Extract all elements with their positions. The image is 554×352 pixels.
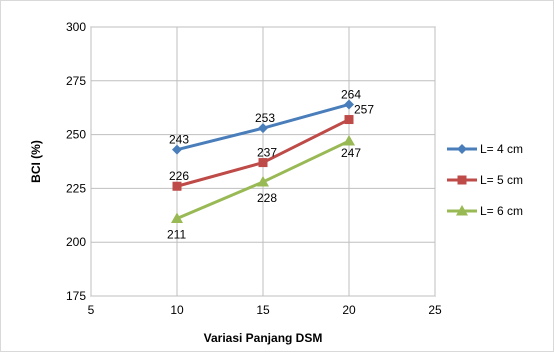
series-l-6-cm: [171, 135, 355, 224]
data-point-l-4-cm: [344, 99, 354, 110]
data-point-l-4-cm: [172, 144, 182, 155]
data-label: 211: [167, 228, 186, 242]
data-label: 247: [341, 146, 361, 160]
tick-labels: 175 200 225 250 275 300 5 10 15 20 25: [66, 20, 442, 317]
y-tick-label: 250: [66, 128, 86, 142]
y-axis-title: BCI (%): [29, 140, 43, 183]
data-label: 253: [255, 111, 275, 125]
y-tick-label: 200: [66, 235, 86, 249]
x-tick-label: 20: [342, 303, 356, 317]
x-axis-title: Variasi Panjang DSM: [204, 331, 323, 345]
y-tick-label: 225: [66, 181, 86, 195]
legend-item: L= 5 cm: [447, 173, 523, 187]
grid: [90, 26, 436, 297]
series-l-4-cm: [172, 99, 354, 155]
x-tick-label: 25: [428, 303, 442, 317]
data-point-l-6-cm: [343, 135, 355, 146]
y-tick-label: 275: [66, 74, 86, 88]
data-label: 243: [169, 133, 189, 147]
legend: L= 4 cm L= 5 cm L= 6 cm: [447, 142, 523, 218]
data-point-l-6-cm: [171, 212, 183, 224]
legend-label: L= 6 cm: [480, 204, 523, 218]
legend-item: L= 4 cm: [447, 142, 523, 156]
legend-marker: [457, 144, 467, 154]
data-label: 226: [169, 169, 189, 183]
x-tick-label: 5: [88, 303, 95, 317]
y-tick-label: 175: [66, 289, 86, 303]
data-point-l-6-cm: [257, 175, 269, 187]
data-label: 237: [257, 146, 277, 160]
data-label: 257: [354, 103, 374, 117]
legend-label: L= 5 cm: [480, 173, 523, 187]
data-point-l-5-cm: [172, 181, 182, 191]
data-point-l-4-cm: [258, 123, 268, 134]
legend-marker: [457, 175, 467, 185]
series: [171, 99, 355, 224]
x-tick-label: 10: [170, 303, 184, 317]
data-point-l-5-cm: [258, 158, 268, 168]
legend-item: L= 6 cm: [447, 204, 523, 218]
data-labels: 243 253 264 226 237 257 211 228 247: [167, 87, 374, 241]
data-label: 264: [341, 87, 361, 101]
legend-label: L= 4 cm: [480, 142, 523, 156]
y-tick-label: 300: [66, 20, 86, 34]
x-tick-label: 15: [256, 303, 270, 317]
legend-marker: [456, 205, 468, 216]
data-label: 228: [257, 191, 277, 205]
data-point-l-5-cm: [344, 115, 354, 125]
series-l-5-cm: [172, 115, 354, 191]
